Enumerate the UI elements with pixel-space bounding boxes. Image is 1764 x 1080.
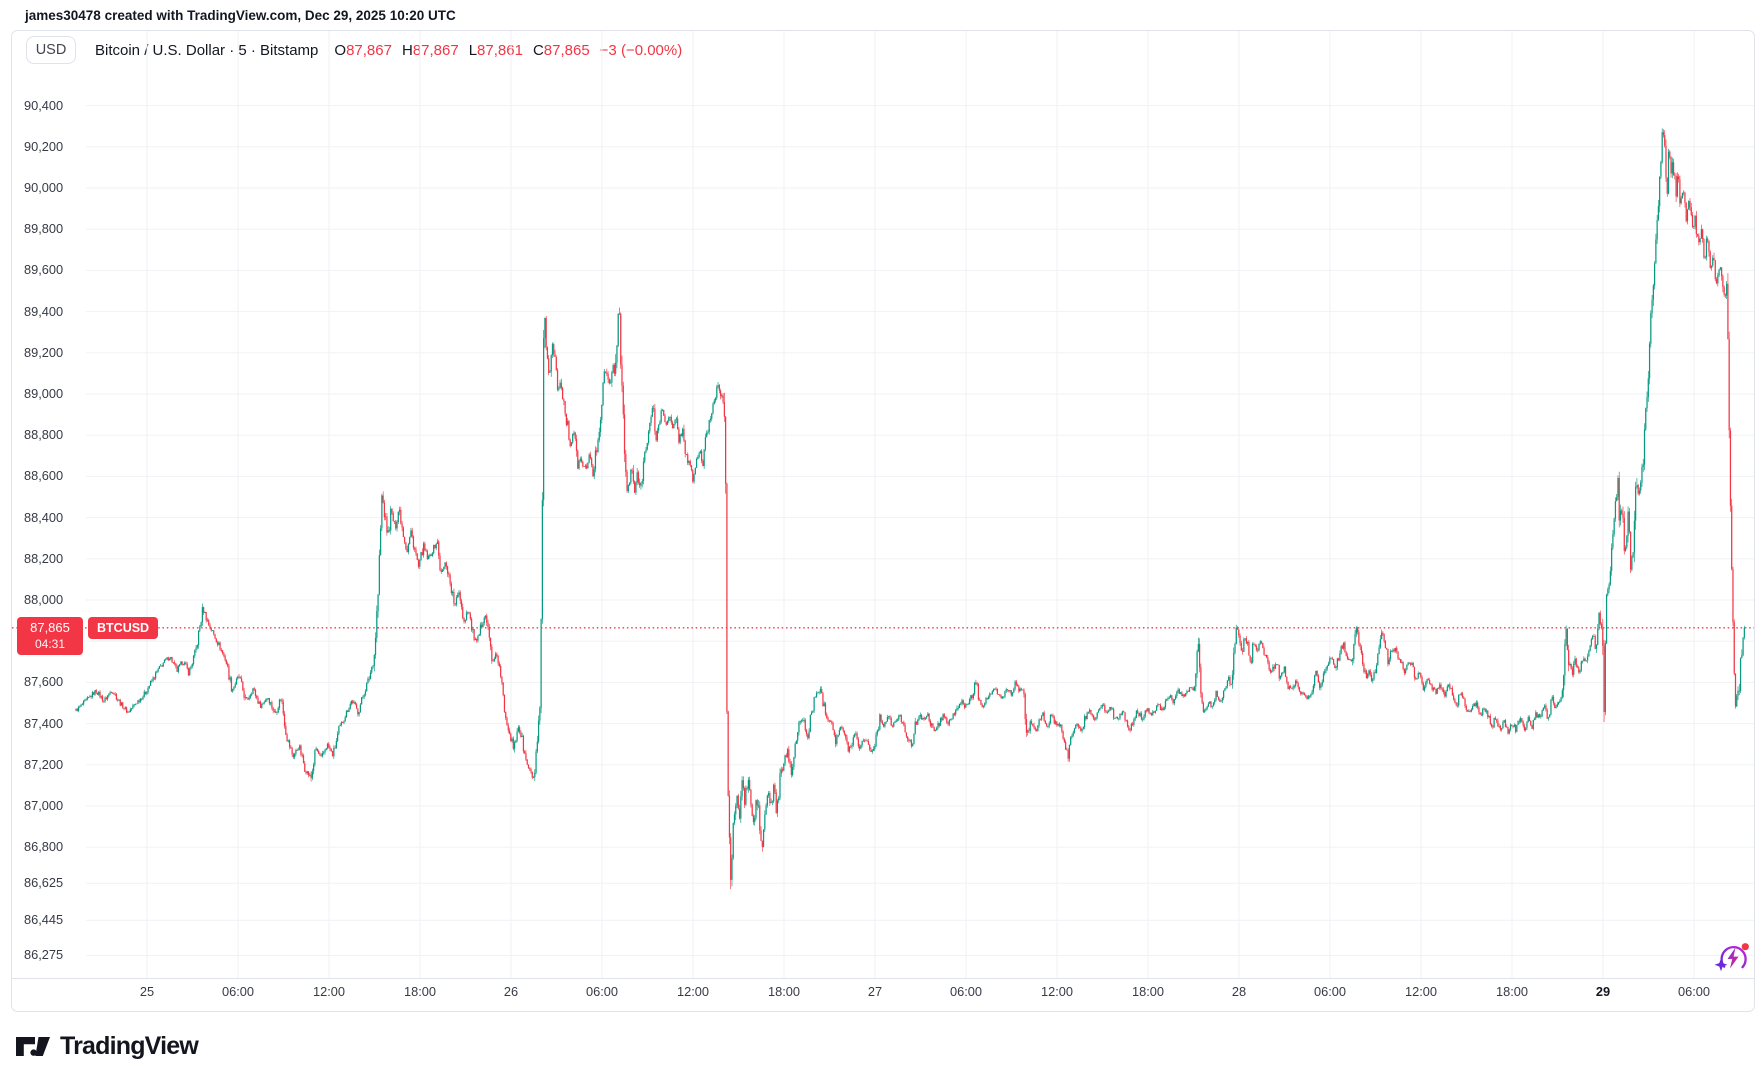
x-tick-label: 12:00 <box>1404 984 1438 999</box>
sparkle <box>1714 958 1728 972</box>
x-tick-label: 12:00 <box>312 984 346 999</box>
tradingview-logo-mark <box>16 1036 50 1056</box>
attribution-text: james30478 created with TradingView.com,… <box>25 8 456 23</box>
y-tick-label: 88,600 <box>24 468 64 484</box>
x-tick-label: 06:00 <box>585 984 619 999</box>
x-tick-label: 27 <box>867 984 883 999</box>
brand-footer[interactable]: TradingView <box>16 1032 199 1061</box>
bar-countdown: 04:31 <box>34 636 66 651</box>
y-tick-label: 88,000 <box>24 592 64 607</box>
x-tick-label: 25 <box>139 984 155 999</box>
x-tick-label: 18:00 <box>1495 984 1529 999</box>
x-tick-label: 06:00 <box>949 984 983 999</box>
y-tick-label: 86,445 <box>24 912 64 928</box>
brand-name: TradingView <box>60 1032 199 1060</box>
lightning-bolt <box>1727 947 1739 969</box>
symbol-legend: Bitcoin / U.S. Dollar · 5 · Bitstamp O87… <box>95 36 682 64</box>
symbol-title[interactable]: Bitcoin / U.S. Dollar · 5 · Bitstamp <box>95 41 319 59</box>
currency-button-label: USD <box>35 42 67 58</box>
y-tick-label: 89,400 <box>24 303 64 319</box>
x-tick-label: 18:00 <box>767 984 801 999</box>
y-tick-label: 90,000 <box>24 180 64 195</box>
ohlc-close: C87,865 <box>532 41 590 59</box>
price-line-symbol-tag: BTCUSD <box>88 616 159 639</box>
ai-flash-icon[interactable] <box>1714 938 1752 976</box>
y-tick-label: 86,625 <box>24 875 64 891</box>
y-tick-label: 88,200 <box>24 550 64 566</box>
x-tick-label: 26 <box>503 984 519 999</box>
y-tick-label: 86,800 <box>24 839 64 855</box>
x-tick-label: 12:00 <box>676 984 710 999</box>
ohlc-open: O87,867 <box>334 41 392 59</box>
ohlc-high: H87,867 <box>401 41 459 59</box>
last-price-label: 87,865 04:31 <box>17 616 83 655</box>
x-tick-label: 28 <box>1231 984 1247 999</box>
y-tick-label: 89,200 <box>24 344 64 360</box>
currency-button[interactable]: USD <box>26 36 76 64</box>
y-tick-label: 88,400 <box>24 509 64 525</box>
circular-arrow <box>1720 946 1747 969</box>
y-tick-label: 89,600 <box>24 262 64 278</box>
y-tick-label: 87,400 <box>24 715 64 731</box>
y-tick-label: 90,200 <box>24 138 64 154</box>
x-tick-label: 12:00 <box>1040 984 1074 999</box>
y-tick-label: 89,800 <box>24 221 64 237</box>
x-tick-label: 06:00 <box>221 984 255 999</box>
y-tick-label: 89,000 <box>24 386 64 401</box>
x-tick-label: 29 <box>1595 984 1611 999</box>
y-tick-label: 87,600 <box>24 674 64 690</box>
change-value: −3 (−0.00%) <box>599 41 683 59</box>
x-tick-label: 18:00 <box>1131 984 1165 999</box>
last-price-value: 87,865 <box>30 619 70 635</box>
red-dot <box>1741 943 1749 951</box>
y-tick-label: 87,200 <box>24 756 64 772</box>
y-tick-label: 87,000 <box>24 798 64 813</box>
x-tick-label: 18:00 <box>403 984 437 999</box>
y-tick-label: 90,400 <box>24 97 64 113</box>
y-tick-label: 86,275 <box>24 947 64 963</box>
y-tick-label: 88,800 <box>24 427 64 443</box>
x-tick-label: 06:00 <box>1313 984 1347 999</box>
x-tick-label: 06:00 <box>1677 984 1711 999</box>
